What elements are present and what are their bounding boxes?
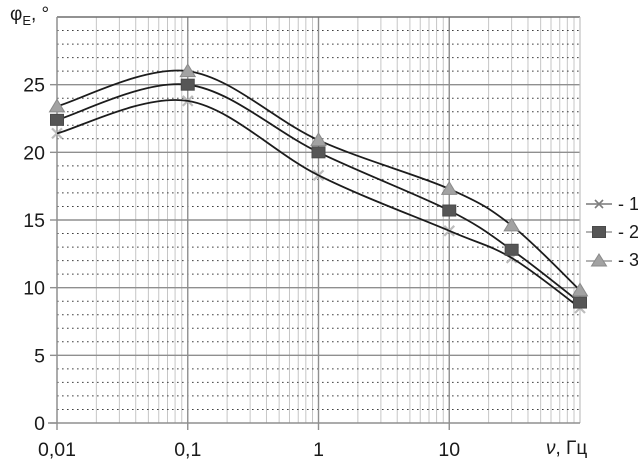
- legend-item-1: - 1: [586, 190, 638, 218]
- x-tick-label: 10: [438, 439, 460, 461]
- y-axis-units: , °: [31, 4, 50, 25]
- y-axis-title: φE, °: [10, 4, 49, 28]
- legend-label-3: - 3: [618, 249, 638, 270]
- curve-1: [56, 99, 581, 309]
- triangle-marker: [179, 63, 197, 78]
- square-marker: [50, 113, 64, 126]
- y-tick-label: 0: [34, 413, 45, 435]
- legend: - 1 - 2 - 3: [586, 190, 638, 274]
- y-axis-subscript: E: [22, 12, 31, 28]
- square-marker: [442, 204, 457, 217]
- legend-label-2: - 2: [618, 221, 638, 242]
- x-tick-label: 0,01: [38, 439, 76, 461]
- x-axis-units: , Гц: [555, 438, 588, 459]
- x-tick-label: 0,1: [174, 439, 201, 461]
- y-tick-label: 10: [23, 278, 45, 300]
- y-tick-label: 5: [34, 345, 45, 367]
- triangle-marker: [571, 282, 589, 297]
- legend-label-1: - 1: [618, 193, 638, 214]
- square-marker: [180, 78, 195, 91]
- legend-item-3: - 3: [586, 246, 638, 274]
- y-axis-symbol: φ: [10, 4, 23, 25]
- square-marker: [504, 243, 519, 256]
- square-marker: [311, 146, 326, 159]
- legend-item-2: - 2: [586, 218, 638, 246]
- triangle-marker: [440, 180, 458, 195]
- line-x-marker-icon: [586, 199, 612, 209]
- square-marker-icon: [586, 226, 612, 238]
- square-marker: [573, 296, 587, 309]
- triangle-marker: [503, 217, 521, 232]
- triangle-marker: [48, 98, 66, 113]
- triangle-marker-icon: [586, 253, 612, 267]
- x-tick-label: 1: [313, 439, 324, 461]
- triangle-marker: [310, 132, 327, 147]
- x-axis-title: ν, Гц: [546, 438, 587, 460]
- y-tick-label: 15: [23, 210, 45, 232]
- y-tick-label: 25: [23, 75, 45, 97]
- x-axis-symbol: ν: [546, 438, 556, 459]
- y-tick-label: 20: [23, 142, 45, 164]
